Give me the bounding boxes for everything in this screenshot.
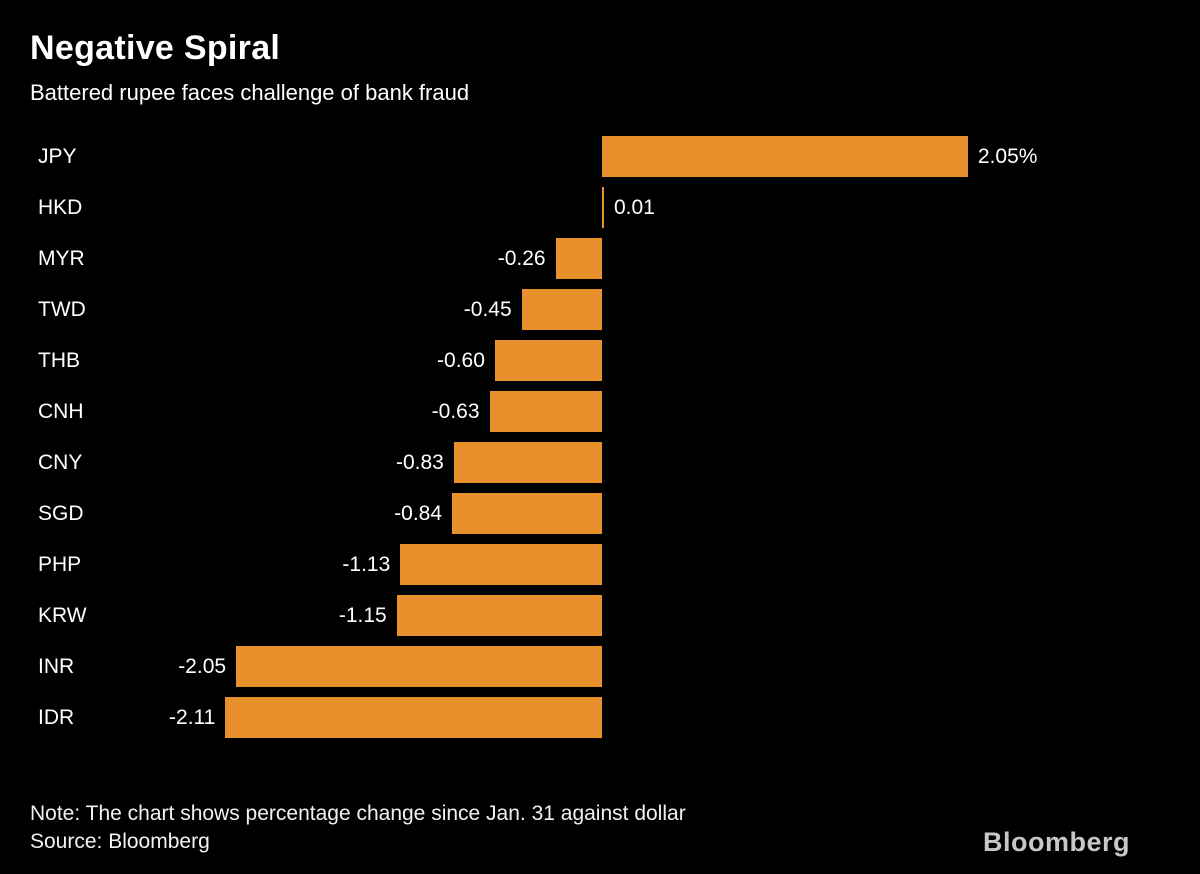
category-label: MYR [38,247,85,270]
chart-subtitle: Battered rupee faces challenge of bank f… [30,80,470,105]
bar [396,595,602,636]
bar [452,493,602,534]
bar [521,289,602,330]
bar [236,646,602,687]
value-label: -0.84 [394,502,443,525]
value-label: 0.01 [614,196,655,219]
bar [225,697,602,738]
value-label: -0.83 [395,451,444,474]
value-label: -1.13 [342,553,391,576]
bar [602,136,968,177]
category-label: TWD [38,298,86,321]
value-label: -2.05 [178,655,227,678]
category-label: CNY [38,451,83,474]
chart-title: Negative Spiral [30,29,281,67]
category-label: SGD [38,502,84,525]
bar [489,391,602,432]
bar [555,238,602,279]
category-label: CNH [38,400,84,423]
category-label: PHP [38,553,82,576]
category-label: IDR [38,706,75,729]
value-label: -1.15 [338,604,387,627]
bloomberg-logo: Bloomberg [982,827,1130,857]
bar [400,544,602,585]
value-label: -0.60 [437,349,485,372]
value-label: -0.63 [431,400,480,423]
bar [602,187,604,228]
value-label: -0.45 [463,298,512,321]
chart-source: Source: Bloomberg [30,830,210,853]
category-label: THB [38,349,80,372]
category-label: KRW [38,604,87,627]
value-label: -2.11 [169,706,216,729]
chart-note: Note: The chart shows percentage change … [30,802,686,825]
value-label: -0.26 [497,247,546,270]
bar [453,442,602,483]
category-label: INR [38,655,75,678]
bar [494,340,602,381]
category-label: HKD [38,196,83,219]
value-label: 2.05% [977,145,1038,168]
category-label: JPY [38,145,77,168]
